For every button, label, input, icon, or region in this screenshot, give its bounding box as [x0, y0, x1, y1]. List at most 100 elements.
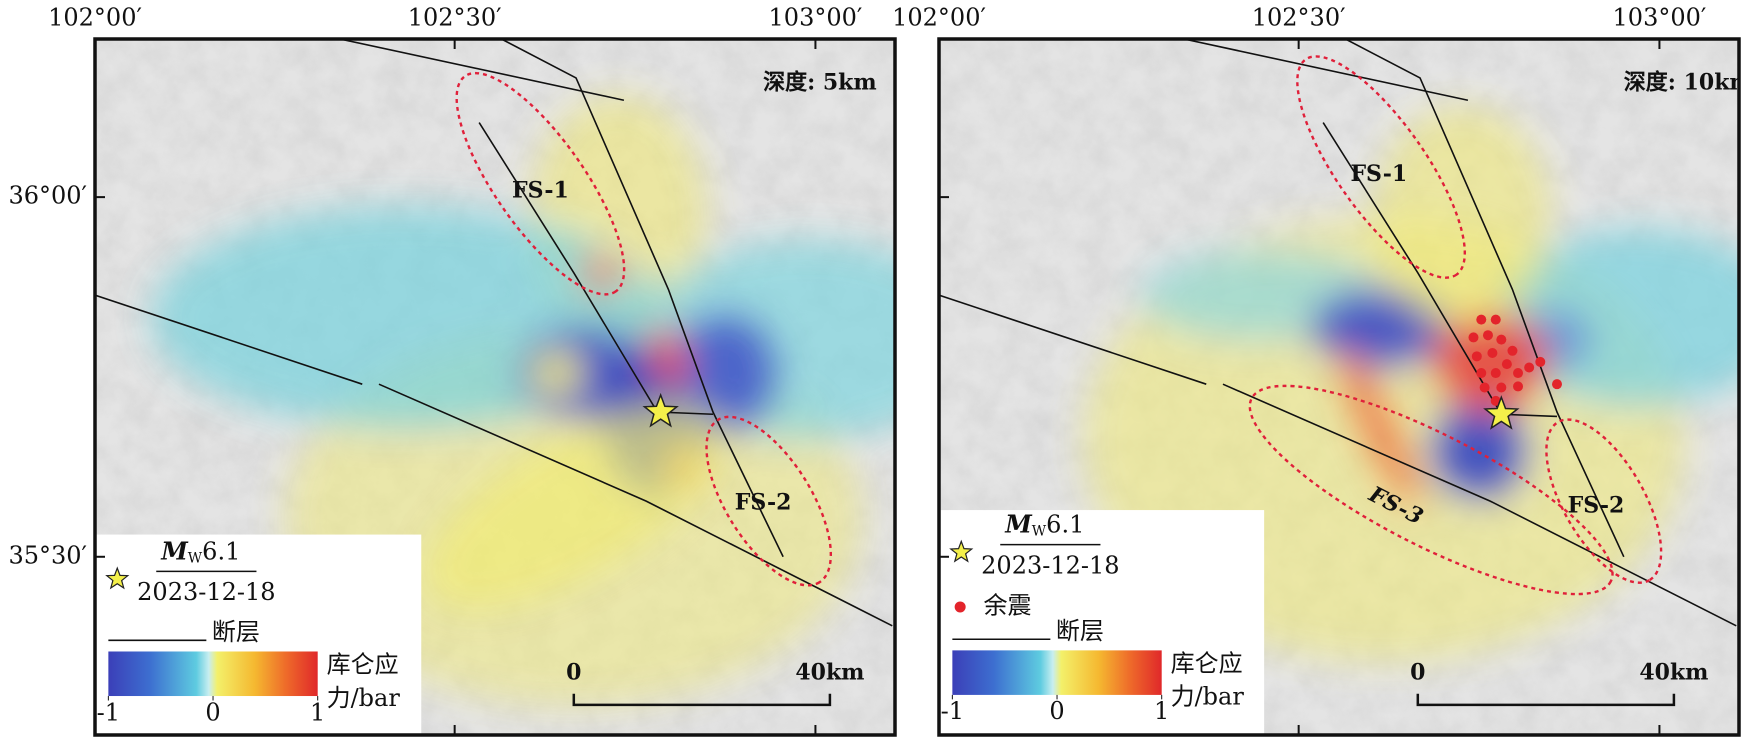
colorbar-title: 力/bar — [327, 684, 401, 712]
fault-line — [1222, 383, 1737, 627]
magnitude-symbol: M — [160, 536, 189, 565]
legend-fault-label: 断层 — [1056, 617, 1104, 645]
zone-ellipse — [705, 415, 833, 587]
lon-label: 102°00′ — [48, 4, 142, 32]
fault-line — [478, 122, 714, 416]
colorbar-title: 库仑应 — [327, 650, 399, 678]
magnitude-value: 6.1 — [1046, 510, 1084, 538]
scale-label: 0 — [1410, 660, 1425, 686]
map-frame — [937, 37, 1741, 737]
scale-label: 40km — [1639, 660, 1708, 686]
legend-date: 2023-12-18 — [137, 578, 275, 606]
stress-blob — [532, 353, 582, 394]
aftershock — [1490, 314, 1501, 325]
legend-fault-label: 断层 — [212, 618, 260, 646]
stress-blob — [425, 405, 723, 609]
aftershock — [1479, 382, 1490, 393]
legend-box — [939, 510, 1265, 735]
lon-label: 102°30′ — [408, 4, 502, 32]
zone-label: FS-1 — [512, 178, 569, 204]
lon-label: 102°30′ — [1252, 4, 1346, 32]
legend-star — [105, 566, 130, 590]
colorbar-title: 库仑应 — [1171, 649, 1243, 677]
colorbar-tick-label: 1 — [1154, 697, 1169, 725]
depth-label: 深度: 5km — [763, 70, 877, 96]
aftershock — [1496, 382, 1507, 393]
colorbar-tick-label: 1 — [310, 698, 325, 726]
fault-line — [1322, 122, 1558, 418]
epicenter-star — [642, 392, 679, 428]
aftershock — [1487, 348, 1498, 359]
lon-label: 102°00′ — [892, 4, 986, 32]
scale-bar — [1416, 693, 1676, 707]
fault-line — [939, 294, 1207, 385]
colorbar-tick-label: -1 — [941, 697, 964, 725]
lon-label: 103°00′ — [769, 4, 863, 32]
lat-label: 36°00′ — [8, 182, 87, 210]
stress-blob — [581, 257, 622, 289]
colorbar-tick-label: -1 — [97, 698, 120, 726]
zone-ellipse — [1545, 418, 1663, 584]
legend-box — [95, 534, 422, 735]
zone-label: FS-1 — [1350, 161, 1407, 187]
aftershock — [1468, 332, 1479, 343]
legend-date: 2023-12-18 — [981, 551, 1119, 579]
colorbar-tick-label: 0 — [1049, 697, 1064, 725]
aftershock — [1496, 334, 1507, 345]
fault-line — [1345, 39, 1625, 558]
aftershock — [1490, 368, 1501, 379]
map-panel: FS-1 FS-2 深度: 5km 0 40km MW6.1 2023-12-18 断层 -1 0… — [8, 4, 897, 737]
scale-bar — [572, 693, 832, 707]
aftershock — [1513, 368, 1524, 379]
aftershock — [1507, 345, 1518, 356]
magnitude-label: MW6.1 — [1004, 509, 1084, 540]
legend-aftershock-label: 余震 — [984, 591, 1032, 619]
depth-label: 深度: 10km — [1624, 70, 1746, 96]
stress-blob — [668, 311, 780, 435]
fault-line — [501, 39, 784, 558]
magnitude-label: MW6.1 — [160, 536, 240, 567]
aftershock — [1501, 359, 1512, 370]
zone-ellipse — [1248, 384, 1614, 596]
colorbar — [108, 651, 318, 697]
aftershock — [1513, 381, 1524, 392]
epicenter-star — [1483, 395, 1520, 430]
stress-blob — [1428, 400, 1530, 502]
zone-ellipse — [455, 71, 626, 296]
aftershock — [1482, 330, 1493, 341]
magnitude-subscript: W — [1032, 524, 1047, 540]
magnitude-value: 6.1 — [202, 537, 240, 565]
colorbar — [952, 650, 1162, 695]
legend-aftershock — [954, 601, 966, 613]
fault-line — [95, 294, 363, 385]
scale-label: 40km — [795, 660, 864, 686]
zone-label: FS-2 — [1568, 493, 1625, 519]
aftershock — [1535, 356, 1546, 367]
magnitude-subscript: W — [188, 550, 203, 566]
map-area: FS-1 FS-2 深度: 5km — [95, 39, 895, 735]
stress-blob — [1337, 347, 1420, 510]
aftershock — [1476, 368, 1487, 379]
aftershock — [1524, 362, 1535, 373]
magnitude-symbol: M — [1004, 509, 1033, 538]
aftershock — [1471, 351, 1482, 362]
map-frame — [93, 37, 897, 737]
colorbar-tick-label: 0 — [205, 698, 220, 726]
aftershock — [1476, 314, 1487, 325]
zone-ellipse — [1296, 55, 1466, 279]
lat-label: 35°30′ — [8, 541, 87, 569]
scale-label: 0 — [566, 660, 581, 686]
fault-line — [1183, 39, 1469, 102]
legend-star — [949, 539, 974, 563]
aftershock — [1551, 379, 1562, 390]
stress-field — [150, 94, 895, 708]
zone-label: FS-2 — [735, 489, 792, 515]
fault-line — [339, 39, 625, 102]
colorbar-title: 力/bar — [1171, 683, 1245, 711]
lon-label: 103°00′ — [1613, 4, 1707, 32]
stress-blob — [1373, 105, 1552, 329]
